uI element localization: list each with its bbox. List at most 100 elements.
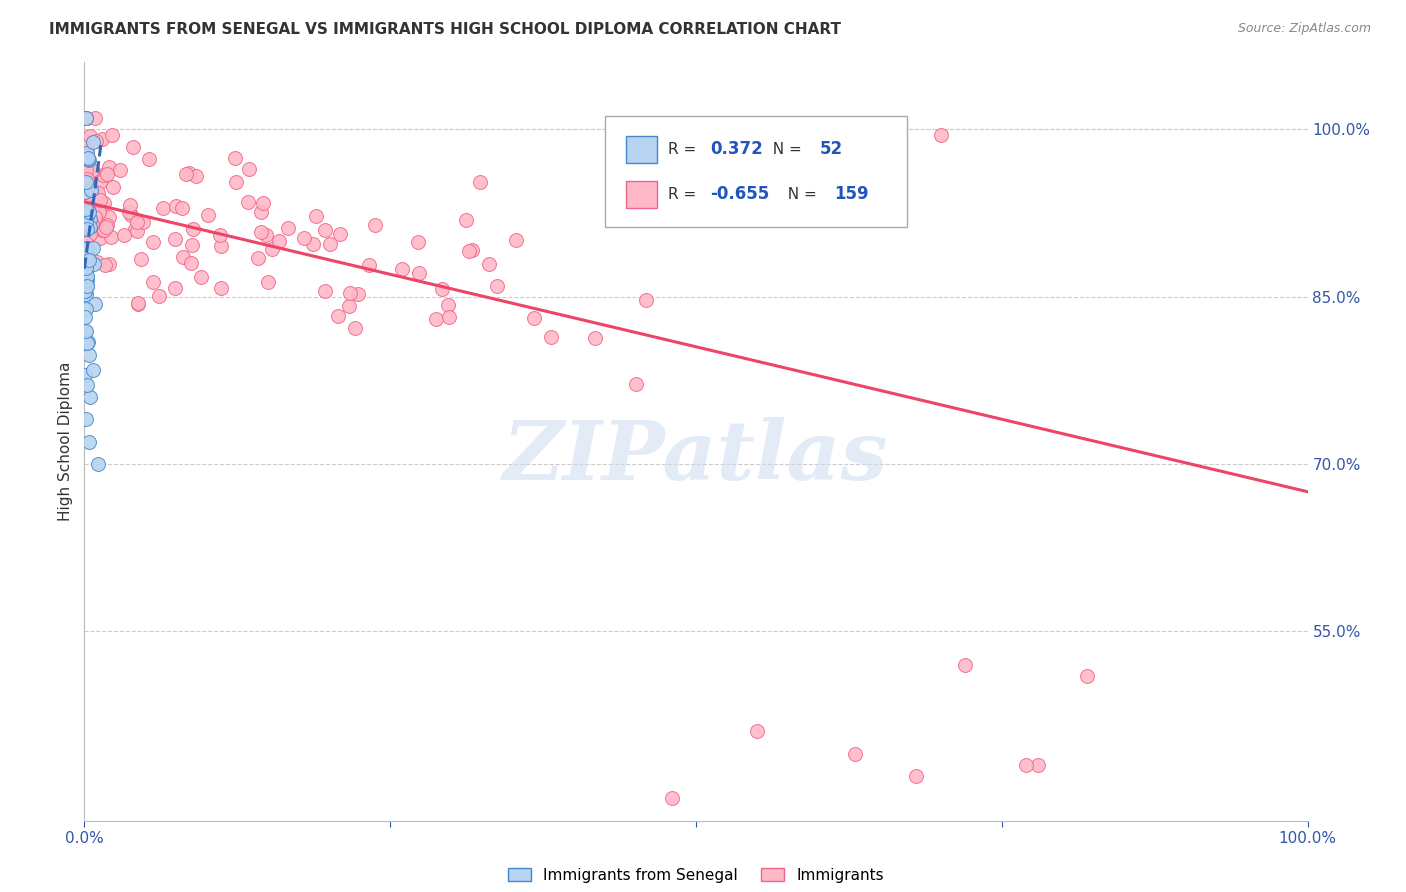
Point bbox=[82, 163, 104, 178]
Point bbox=[180, 256, 202, 270]
Point bbox=[142, 235, 165, 250]
Point bbox=[75, 191, 97, 205]
Text: N =: N = bbox=[763, 142, 807, 157]
Point bbox=[101, 180, 124, 194]
Point bbox=[267, 234, 290, 248]
Point bbox=[100, 128, 122, 143]
Point bbox=[391, 262, 413, 277]
Point bbox=[127, 296, 149, 310]
Point bbox=[75, 302, 97, 317]
Point bbox=[75, 206, 97, 220]
Point bbox=[152, 201, 174, 215]
Point bbox=[76, 186, 98, 201]
Point bbox=[326, 309, 349, 323]
Point bbox=[75, 272, 97, 286]
Point bbox=[75, 310, 97, 324]
Point bbox=[437, 298, 460, 312]
Point bbox=[461, 243, 484, 257]
Point bbox=[172, 251, 194, 265]
Point bbox=[142, 275, 165, 289]
Point bbox=[75, 153, 97, 168]
Point bbox=[76, 273, 98, 287]
Point bbox=[75, 112, 97, 126]
Point bbox=[75, 220, 97, 235]
Point bbox=[120, 198, 142, 212]
Point bbox=[77, 151, 100, 165]
Point bbox=[457, 244, 479, 259]
Point bbox=[76, 334, 98, 349]
Point bbox=[79, 227, 101, 242]
Text: R =: R = bbox=[668, 142, 702, 157]
Point bbox=[87, 202, 110, 217]
Point bbox=[180, 237, 202, 252]
Point bbox=[165, 199, 187, 213]
Point bbox=[437, 310, 460, 324]
Point bbox=[94, 259, 117, 273]
Point bbox=[75, 204, 97, 219]
Point bbox=[505, 233, 527, 247]
Point bbox=[329, 227, 352, 242]
Text: 52: 52 bbox=[820, 140, 842, 158]
Point bbox=[127, 224, 149, 238]
Point bbox=[661, 791, 683, 805]
Point bbox=[953, 657, 976, 672]
Point bbox=[132, 215, 155, 229]
Point bbox=[540, 330, 562, 344]
Point bbox=[277, 221, 299, 235]
Point bbox=[75, 163, 97, 178]
Point bbox=[77, 205, 100, 219]
Point bbox=[75, 183, 97, 197]
Point bbox=[406, 235, 429, 249]
Point bbox=[408, 266, 430, 280]
Point bbox=[90, 132, 112, 146]
Point bbox=[190, 270, 212, 285]
Text: 159: 159 bbox=[834, 186, 869, 203]
Point bbox=[624, 376, 647, 391]
Point bbox=[359, 258, 381, 272]
Point bbox=[76, 135, 98, 149]
Point bbox=[76, 171, 98, 186]
Point bbox=[93, 195, 115, 210]
Point bbox=[75, 218, 97, 232]
Point bbox=[454, 212, 477, 227]
Text: -0.655: -0.655 bbox=[710, 186, 769, 203]
Point bbox=[73, 368, 96, 382]
Point bbox=[783, 117, 806, 131]
Point bbox=[179, 166, 201, 180]
Point bbox=[77, 244, 100, 258]
Point bbox=[89, 175, 111, 189]
Point bbox=[76, 412, 98, 426]
Point bbox=[98, 210, 121, 224]
Point bbox=[257, 275, 280, 289]
Point bbox=[75, 157, 97, 171]
Point bbox=[75, 201, 97, 215]
Point bbox=[82, 135, 104, 149]
Point bbox=[747, 724, 769, 739]
Point bbox=[75, 216, 97, 230]
Point bbox=[73, 284, 96, 298]
Point bbox=[1015, 758, 1038, 772]
Point bbox=[79, 219, 101, 234]
Point bbox=[165, 281, 187, 295]
Point bbox=[83, 210, 105, 224]
Point bbox=[174, 167, 197, 181]
Point bbox=[77, 434, 100, 449]
Point bbox=[260, 242, 283, 256]
Point bbox=[138, 153, 160, 167]
Point bbox=[118, 205, 141, 219]
Point bbox=[247, 252, 270, 266]
Point bbox=[84, 297, 107, 311]
Point bbox=[75, 194, 97, 209]
Point bbox=[75, 175, 97, 189]
Point bbox=[79, 128, 101, 143]
Point bbox=[89, 231, 111, 245]
Point bbox=[75, 324, 97, 338]
Point bbox=[1028, 758, 1050, 772]
Point bbox=[197, 208, 219, 222]
Point bbox=[75, 287, 97, 301]
Point bbox=[583, 331, 606, 345]
Point bbox=[75, 274, 97, 288]
Point bbox=[339, 286, 361, 301]
Point bbox=[163, 232, 186, 246]
Point bbox=[82, 241, 104, 255]
